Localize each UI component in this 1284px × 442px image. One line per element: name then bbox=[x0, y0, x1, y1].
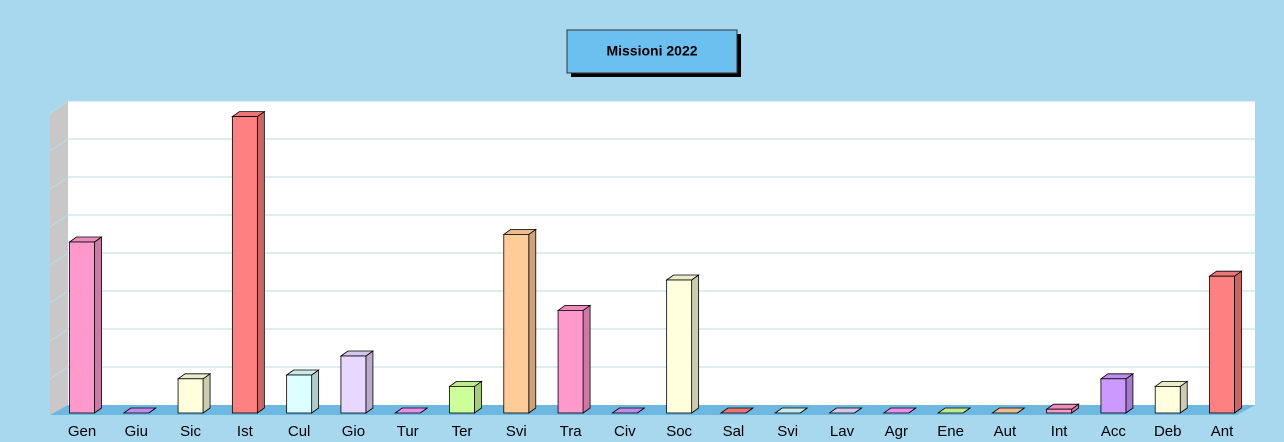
grid-line bbox=[49, 252, 1255, 266]
bar-top bbox=[882, 407, 918, 414]
bar-top bbox=[122, 407, 158, 414]
x-tick-label: Svi bbox=[506, 423, 527, 440]
x-tick-label: Giu bbox=[125, 423, 148, 440]
bar-front bbox=[286, 374, 313, 414]
bar-side bbox=[582, 304, 591, 414]
bar-front bbox=[340, 355, 367, 414]
x-tick-label: Svi bbox=[777, 423, 798, 440]
grid-line bbox=[49, 100, 1255, 114]
grid-line bbox=[49, 328, 1255, 342]
bar-front bbox=[557, 309, 584, 414]
x-tick-label: Cul bbox=[288, 423, 311, 440]
x-tick-label: Agr bbox=[885, 423, 908, 440]
bar-top bbox=[773, 407, 809, 414]
x-tick-label: Tur bbox=[397, 423, 419, 440]
x-tick-label: Ist bbox=[237, 423, 254, 440]
side-wall bbox=[50, 101, 68, 415]
bar-front bbox=[231, 116, 258, 414]
bar-top bbox=[828, 407, 863, 414]
bar bbox=[122, 407, 158, 414]
bar bbox=[448, 380, 483, 414]
bars bbox=[68, 110, 1243, 414]
bar-side bbox=[1125, 373, 1134, 414]
bar-side bbox=[528, 228, 537, 414]
bar-front bbox=[1100, 378, 1127, 414]
bar-front bbox=[666, 279, 693, 414]
bar bbox=[176, 373, 212, 414]
x-tick-label: Lav bbox=[830, 423, 855, 440]
bar bbox=[665, 274, 700, 414]
bar-top bbox=[719, 407, 755, 414]
bar-side bbox=[311, 369, 320, 414]
x-tick-label: Ant bbox=[1211, 423, 1234, 440]
x-tick-label: Sal bbox=[723, 423, 745, 440]
bar-front bbox=[503, 233, 530, 414]
bar-side bbox=[1234, 270, 1242, 414]
bar-front bbox=[449, 385, 475, 414]
bar bbox=[936, 407, 972, 414]
x-tick-label: Ter bbox=[452, 423, 473, 440]
grid-line bbox=[49, 214, 1255, 228]
x-tick-label: Ene bbox=[937, 423, 964, 440]
bar bbox=[1045, 403, 1080, 414]
chart-title: Missioni 2022 bbox=[606, 43, 697, 59]
bar-side bbox=[365, 350, 374, 414]
x-labels: Gen Giu Sic Ist Cul Gio Tur Ter Svi Tra Civ Soc Sal S… bbox=[68, 423, 1234, 440]
bar-side bbox=[94, 236, 102, 414]
bar-top bbox=[991, 407, 1026, 414]
bar-side bbox=[202, 373, 211, 414]
bar bbox=[556, 304, 592, 414]
bar bbox=[502, 228, 538, 414]
bar-top bbox=[611, 407, 646, 414]
x-tick-label: Soc bbox=[666, 423, 692, 440]
bar-front bbox=[1154, 385, 1181, 414]
grid-line bbox=[49, 290, 1255, 304]
bar-front bbox=[69, 241, 95, 414]
bar bbox=[393, 407, 429, 414]
x-tick-label: Gen bbox=[68, 423, 96, 440]
bar bbox=[285, 369, 320, 414]
bar bbox=[828, 407, 863, 414]
bar bbox=[719, 407, 755, 414]
bar bbox=[991, 407, 1026, 414]
x-tick-label: Deb bbox=[1154, 423, 1182, 440]
bar-side bbox=[256, 110, 265, 414]
bar bbox=[1208, 270, 1243, 414]
bar bbox=[882, 407, 918, 414]
x-tick-label: Civ bbox=[614, 423, 636, 440]
x-tick-label: Tra bbox=[560, 423, 583, 440]
bar bbox=[611, 407, 646, 414]
grid-line bbox=[49, 176, 1255, 190]
bar bbox=[773, 407, 809, 414]
x-tick-label: Aut bbox=[994, 423, 1017, 440]
bar-front bbox=[1209, 275, 1235, 414]
grid-line bbox=[49, 366, 1255, 380]
bar bbox=[1153, 380, 1189, 414]
title-box bbox=[566, 29, 738, 74]
x-tick-label: Int bbox=[1051, 423, 1069, 440]
bar-front bbox=[1046, 408, 1073, 414]
bar-side bbox=[691, 274, 700, 414]
bar bbox=[231, 110, 266, 414]
bar bbox=[339, 350, 375, 414]
bar bbox=[1099, 373, 1135, 414]
x-tick-label: Acc bbox=[1101, 423, 1127, 440]
grid bbox=[49, 100, 1255, 380]
bar-front bbox=[177, 378, 204, 414]
bar bbox=[68, 236, 103, 414]
x-tick-label: Sic bbox=[180, 423, 201, 440]
bar-top bbox=[393, 407, 429, 414]
x-tick-label: Gio bbox=[342, 423, 365, 440]
grid-line bbox=[49, 138, 1255, 152]
bar-top bbox=[936, 407, 972, 414]
